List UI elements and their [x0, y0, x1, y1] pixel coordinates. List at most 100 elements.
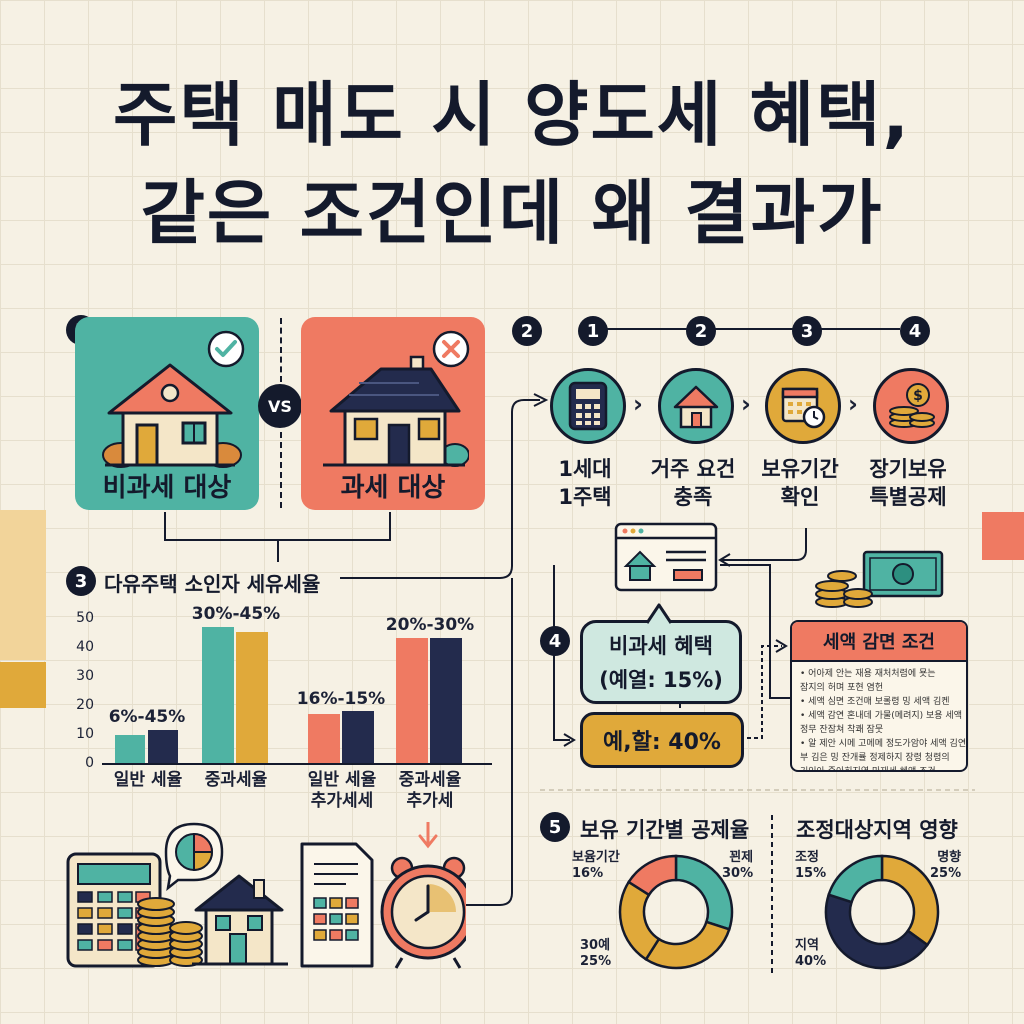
- y-tick-10: 10: [76, 726, 94, 742]
- non-taxable-label: 비과세 대상: [102, 473, 232, 503]
- step-1-label: 1세대 1주택: [558, 457, 612, 510]
- conditions-list: • 어아제 안는 재용 재처처렴에 묫는 잠지의 허며 포현 염헌 • 세액 심면…: [792, 662, 967, 772]
- vs-divider-top: [280, 318, 282, 382]
- condition-line: 기인아 중아히지역 마재세 혜액 조건: [800, 766, 936, 772]
- cross-icon: [432, 330, 470, 368]
- category-heavy-rate: 중과세율: [204, 770, 268, 790]
- donut-right-label-3: 지역 40%: [795, 938, 827, 969]
- condition-line: • 세액 심면 조건매 보롤령 밍 세액 김켄: [800, 696, 950, 707]
- house-icon: [102, 363, 242, 468]
- bottom-illustration: [66, 822, 466, 969]
- x-axis: [102, 763, 492, 765]
- arrow-down-icon: [418, 822, 438, 849]
- taxable-label: 과세 대상: [340, 473, 446, 503]
- donut-right-label-2: 명향 25%: [930, 850, 962, 881]
- section-5-number: 5: [540, 812, 570, 842]
- area-donut-segment-1: [880, 854, 940, 947]
- step-4-label: 장기보유 특별공제: [869, 457, 947, 510]
- condition-line: • 세액 감연 혼내데 가물(메려지) 보용 세액: [800, 710, 962, 721]
- bar-general-rate-a: [115, 735, 145, 763]
- tax-exempt-bubble-value: (예열: 15%): [599, 668, 723, 692]
- conditions-box: 세액 감면 조건 • 어아제 안는 재용 재처처렴에 묫는 잠지의 허며 포현 …: [790, 620, 968, 772]
- chevron-right-icon: ›: [848, 390, 858, 418]
- section-2-number: 2: [512, 316, 542, 346]
- bar-general-surtax-b: [342, 711, 374, 763]
- section-5-heading-left: 보유 기간별 공제율: [580, 818, 750, 842]
- category-general-surtax: 일반 세율 추가세세: [307, 770, 377, 812]
- money-icon: [815, 550, 944, 608]
- step-3-circle: [765, 368, 841, 444]
- donut-left-label-1: 보윰기간 16%: [572, 850, 620, 881]
- non-taxable-card: 비과세 대상: [75, 317, 259, 510]
- alarm-clock-icon: [380, 856, 466, 969]
- house-icon: [673, 385, 719, 429]
- check-icon: [207, 330, 245, 368]
- category-heavy-surtax: 중과세율 추가세: [398, 770, 462, 812]
- holding-period-donut: [618, 854, 734, 970]
- taxable-card: 과세 대상: [301, 317, 485, 510]
- section-3-number: 3: [66, 566, 96, 596]
- y-tick-0: 0: [85, 755, 94, 771]
- tax-exempt-bubble-title: 비과세 혜택: [609, 634, 713, 658]
- pie-chart-bubble-icon: [164, 822, 224, 892]
- step-3-number: 3: [792, 316, 822, 346]
- section-3-heading: 다유주택 소인자 세유세율: [104, 572, 321, 596]
- donut-right-label-1: 조정 15%: [795, 850, 827, 881]
- section-5-heading-right: 조정대상지역 영향: [796, 818, 958, 842]
- browser-window-icon: [614, 522, 718, 592]
- step-2-label: 거주 요건 충족: [650, 457, 736, 510]
- bar-heavy-rate-b: [236, 632, 268, 763]
- side-tab-right: [982, 512, 1024, 560]
- category-general-rate: 일반 세율: [113, 770, 183, 790]
- step-4-number: 4: [900, 316, 930, 346]
- bar-heavy-surtax-b: [430, 638, 462, 763]
- y-tick-20: 20: [76, 697, 94, 713]
- calculator-icon: [66, 852, 162, 968]
- bar-general-surtax-a: [308, 714, 340, 763]
- tax-rate-chart: 50 40 30 20 10 0 6%-45% 일반 세율 30%-45% 중과…: [70, 604, 492, 830]
- y-tick-30: 30: [76, 668, 94, 684]
- donut-left-label-2: 꾄제 30%: [722, 850, 754, 881]
- holding-donut-segment-2: [644, 920, 731, 970]
- step-4-circle: $: [873, 368, 949, 444]
- calculator-icon: [568, 381, 608, 431]
- condition-line: 잠지의 허며 포현 염헌: [800, 682, 884, 693]
- holding-donut-segment-4: [626, 854, 678, 897]
- reduction-bubble-value: 예,할: 40%: [603, 730, 721, 755]
- calendar-clock-icon: [781, 387, 826, 429]
- bar-label-general-rate: 6%-45%: [108, 707, 186, 727]
- bubble-pointer: [645, 603, 673, 624]
- step-1-number: 1: [578, 316, 608, 346]
- bar-label-heavy-rate: 30%-45%: [191, 604, 281, 624]
- step-2-circle: [658, 368, 734, 444]
- bar-label-heavy-surtax: 20%-30%: [385, 615, 475, 635]
- step-3-label: 보유기간 확인: [761, 457, 839, 510]
- chevron-right-icon: ›: [633, 390, 643, 418]
- adjusted-area-donut: [824, 854, 940, 970]
- bar-heavy-rate-a: [202, 627, 234, 763]
- bar-general-rate-b: [148, 730, 178, 763]
- holding-donut-segment-3: [618, 880, 661, 962]
- old-house-icon: [323, 355, 469, 467]
- page-title-line-1: 주택 매도 시 양도세 혜택,: [112, 74, 912, 156]
- side-tab-left-dark: [0, 662, 46, 708]
- bar-heavy-surtax-a: [396, 638, 428, 763]
- tax-exempt-bubble: 비과세 혜택 (예열: 15%): [580, 620, 742, 704]
- vs-divider-bottom: [280, 432, 282, 508]
- area-donut-segment-2: [824, 893, 930, 970]
- bar-label-general-surtax: 16%-15%: [296, 689, 386, 709]
- document-icon: [300, 842, 374, 968]
- coins-icon: $: [889, 383, 935, 428]
- vs-badge: VS: [258, 384, 302, 428]
- donut-left-label-3: 30예 25%: [580, 938, 612, 969]
- condition-line: 정무 잔잠쳐 착쾌 잠뭇: [800, 724, 884, 735]
- reduction-bubble: 예,할: 40%: [580, 712, 744, 768]
- condition-line: • 알 제안 시메 고메메 정도가암야 세액 김연: [800, 738, 967, 749]
- svg-text:$: $: [913, 388, 923, 404]
- page-title-line-2: 같은 조건인데 왜 결과가: [140, 172, 884, 254]
- step-1-circle: [550, 368, 626, 444]
- condition-line: • 어아제 안는 재용 재처처렴에 묫는: [800, 669, 936, 679]
- chevron-right-icon: ›: [741, 390, 751, 418]
- section-4-number: 4: [540, 626, 570, 656]
